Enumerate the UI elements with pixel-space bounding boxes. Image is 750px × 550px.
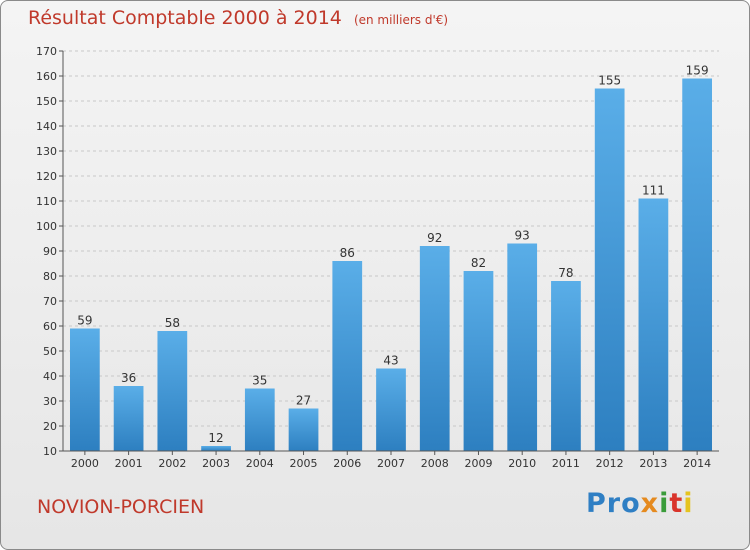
bar	[201, 446, 231, 451]
x-tick-label: 2014	[683, 457, 711, 470]
bar	[551, 281, 581, 451]
y-tick-label: 80	[43, 270, 57, 283]
logo-part: t	[669, 488, 684, 519]
x-tick-label: 2010	[508, 457, 536, 470]
bar-value-label: 111	[642, 184, 665, 198]
x-tick-label: 2002	[158, 457, 186, 470]
bar	[157, 331, 188, 451]
x-tick-label: 2013	[639, 457, 667, 470]
bar	[332, 261, 363, 451]
bar-value-label: 155	[598, 74, 621, 88]
bar-value-label: 92	[427, 231, 442, 245]
bar	[419, 246, 450, 451]
logo-part: i	[659, 488, 670, 519]
bar	[682, 78, 713, 451]
bar-value-label: 35	[252, 374, 267, 388]
x-tick-label: 2006	[333, 457, 361, 470]
bars: 59 36 58 12 35 27 86 43 92 82 93 78 155 111 159	[69, 64, 713, 451]
y-tick-label: 20	[43, 420, 57, 433]
x-tick-label: 2005	[290, 457, 318, 470]
x-tick-label: 2008	[421, 457, 449, 470]
bar	[507, 243, 538, 451]
bar	[113, 386, 144, 451]
y-tick-label: 110	[36, 195, 57, 208]
y-tick-label: 60	[43, 320, 57, 333]
bar-value-label: 93	[515, 229, 530, 243]
bar-value-label: 58	[165, 316, 180, 330]
y-tick-label: 170	[36, 45, 57, 58]
y-tick-label: 40	[43, 370, 57, 383]
y-tick-label: 130	[36, 145, 57, 158]
y-tick-label: 120	[36, 170, 57, 183]
y-tick-label: 90	[43, 245, 57, 258]
bar-value-label: 36	[121, 371, 136, 385]
y-axis: 10 20 30 40 50 60 70 80 90 100 110 120 130 140 150 160 1…	[36, 45, 64, 458]
logo-part: i	[683, 488, 694, 519]
x-tick-label: 2000	[71, 457, 99, 470]
proxiti-logo: Proxiti	[586, 488, 694, 519]
x-tick-label: 2001	[115, 457, 143, 470]
logo-part: x	[640, 488, 660, 519]
bar	[69, 328, 100, 451]
bar	[594, 88, 625, 451]
bar-value-label: 43	[383, 354, 398, 368]
y-tick-label: 70	[43, 295, 57, 308]
bar-value-label: 159	[686, 64, 709, 78]
commune-name: NOVION-PORCIEN	[37, 496, 205, 518]
x-tick-label: 2011	[552, 457, 580, 470]
bar-value-label: 59	[77, 314, 92, 328]
x-tick-label: 2009	[464, 457, 492, 470]
chart-title-text: Résultat Comptable 2000 à 2014	[28, 7, 342, 29]
bar-value-label: 82	[471, 256, 486, 270]
bar-value-label: 27	[296, 394, 311, 408]
chart-title: Résultat Comptable 2000 à 2014 (en milli…	[28, 7, 448, 29]
chart-subtitle: (en milliers d'€)	[353, 13, 449, 27]
y-tick-label: 30	[43, 395, 57, 408]
y-tick-label: 140	[36, 120, 57, 133]
x-tick-label: 2003	[202, 457, 230, 470]
x-tick-label: 2004	[246, 457, 274, 470]
bar-value-label: 86	[340, 246, 355, 260]
y-tick-label: 150	[36, 95, 57, 108]
y-tick-label: 10	[43, 445, 57, 458]
bar	[638, 198, 669, 451]
bar-value-label: 78	[558, 266, 573, 280]
bar	[463, 271, 494, 451]
y-tick-label: 50	[43, 345, 57, 358]
y-tick-label: 100	[36, 220, 57, 233]
bar	[288, 408, 319, 451]
bar	[376, 368, 406, 451]
y-tick-label: 160	[36, 70, 57, 83]
bar-value-label: 12	[208, 431, 223, 445]
x-tick-label: 2007	[377, 457, 405, 470]
x-axis: 2000 2001 2002 2003 2004 2005 2006 2007 2008 2009…	[63, 450, 719, 470]
x-tick-label: 2012	[596, 457, 624, 470]
bar	[244, 388, 275, 451]
logo-part: Pro	[586, 488, 641, 519]
